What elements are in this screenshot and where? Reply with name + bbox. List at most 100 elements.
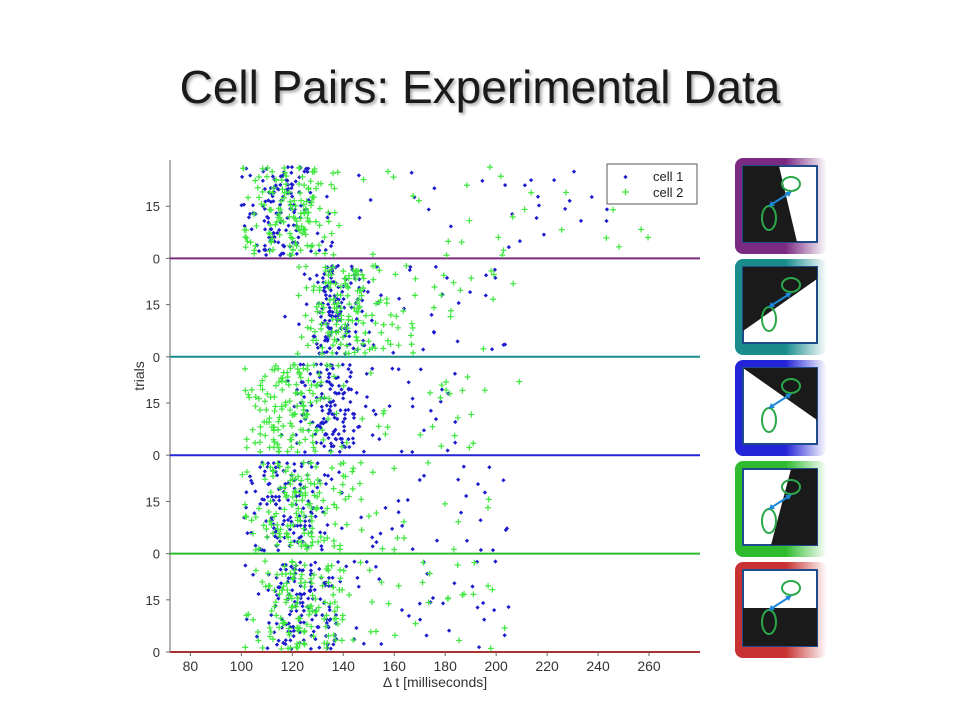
cell2-point bbox=[242, 387, 249, 394]
cell1-point bbox=[280, 173, 286, 178]
cell2-point bbox=[303, 621, 310, 628]
cell1-point bbox=[453, 419, 458, 425]
cell2-point bbox=[294, 514, 301, 521]
cell1-point bbox=[253, 543, 258, 548]
cell1-point bbox=[396, 510, 401, 515]
cell2-point bbox=[320, 497, 327, 504]
cell2-point bbox=[259, 386, 266, 393]
cell1-point bbox=[308, 568, 314, 573]
cell2-point bbox=[275, 418, 282, 425]
cell1-point bbox=[421, 347, 426, 352]
cell2-point bbox=[308, 533, 315, 540]
cell1-point bbox=[324, 403, 329, 408]
cell2-point bbox=[271, 408, 278, 415]
cell2-point bbox=[270, 436, 277, 443]
cell2-point bbox=[381, 407, 388, 414]
cell1-point bbox=[308, 562, 314, 568]
cell2-point bbox=[315, 180, 322, 187]
cell2-point bbox=[393, 313, 400, 320]
cell2-point bbox=[481, 387, 488, 394]
cell2-point bbox=[337, 461, 344, 468]
cell1-point bbox=[306, 596, 311, 601]
cell2-point bbox=[360, 176, 367, 183]
cell2-point bbox=[308, 529, 315, 536]
cell1-point bbox=[313, 637, 318, 642]
cell2-point bbox=[271, 393, 278, 400]
cell2-point bbox=[377, 297, 384, 304]
cell2-point bbox=[315, 538, 322, 545]
cell2-point bbox=[313, 427, 320, 434]
cell1-point bbox=[421, 473, 427, 478]
cell2-point bbox=[244, 238, 251, 245]
cell2-point bbox=[426, 570, 433, 577]
cell1-point bbox=[277, 539, 283, 544]
cell1-point bbox=[248, 173, 253, 178]
cell2-point bbox=[252, 567, 259, 574]
cell2-point bbox=[266, 624, 273, 631]
legend-box bbox=[606, 163, 698, 205]
cell2-point bbox=[327, 448, 334, 455]
cell2-point bbox=[362, 312, 369, 319]
cell1-point bbox=[365, 289, 371, 294]
cell2-point bbox=[282, 378, 289, 385]
cell2-point bbox=[267, 464, 274, 471]
cell2-point bbox=[330, 591, 337, 598]
cell2-point bbox=[316, 284, 323, 291]
cell1-point bbox=[326, 371, 332, 377]
cell2-point bbox=[333, 321, 340, 328]
cell2-point bbox=[291, 567, 298, 574]
cell2-point bbox=[487, 645, 494, 652]
cell2-point bbox=[344, 292, 351, 299]
cell2-point bbox=[370, 276, 377, 283]
cell2-point bbox=[271, 603, 278, 610]
cell1-point bbox=[269, 226, 274, 232]
cell2-point bbox=[301, 562, 308, 569]
cell2-point bbox=[292, 410, 299, 417]
cell2-point bbox=[332, 521, 339, 528]
cell2-point bbox=[358, 527, 365, 534]
cell2-point bbox=[293, 510, 300, 517]
cell2-point bbox=[271, 513, 278, 520]
cell1-point bbox=[329, 275, 334, 280]
cell2-point bbox=[337, 489, 344, 496]
cell1-point bbox=[239, 174, 245, 180]
cell2-point bbox=[471, 559, 478, 566]
cell1-point bbox=[326, 411, 331, 416]
cell2-point bbox=[266, 248, 273, 255]
cell1-point bbox=[317, 645, 322, 650]
cell2-point bbox=[306, 387, 313, 394]
cell2-point bbox=[259, 188, 266, 195]
cell2-point bbox=[459, 387, 466, 394]
cell2-point bbox=[450, 546, 457, 553]
cell2-point bbox=[558, 226, 565, 233]
cell1-point bbox=[285, 461, 290, 466]
cell1-point bbox=[244, 617, 249, 622]
cell1-point bbox=[340, 440, 345, 445]
cell1-point bbox=[289, 608, 294, 614]
cell2-point bbox=[313, 304, 320, 311]
cell2-point bbox=[270, 530, 277, 537]
cell2-point bbox=[260, 461, 267, 468]
cell2-point bbox=[321, 250, 328, 257]
cell1-point bbox=[329, 477, 334, 482]
cell2-point bbox=[286, 398, 293, 405]
cell2-point bbox=[410, 192, 417, 199]
cell2-point bbox=[345, 313, 352, 320]
cell2-point bbox=[320, 436, 327, 443]
cell2-point bbox=[395, 582, 402, 589]
cell2-point bbox=[292, 476, 299, 483]
cell1-point bbox=[314, 273, 319, 278]
cell1-point bbox=[276, 548, 281, 553]
cell1-point bbox=[328, 382, 334, 387]
cell1-point bbox=[356, 584, 361, 589]
cell2-point bbox=[258, 201, 265, 208]
cell1-point bbox=[333, 427, 338, 432]
cell1-point bbox=[262, 218, 267, 224]
cell1-point bbox=[439, 387, 445, 392]
cell1-point bbox=[266, 588, 271, 593]
cell2-point bbox=[276, 414, 283, 421]
cell2-point bbox=[251, 247, 258, 254]
cell2-point bbox=[645, 234, 652, 241]
cell2-point bbox=[357, 459, 364, 466]
x-tick-label: 260 bbox=[637, 658, 661, 674]
